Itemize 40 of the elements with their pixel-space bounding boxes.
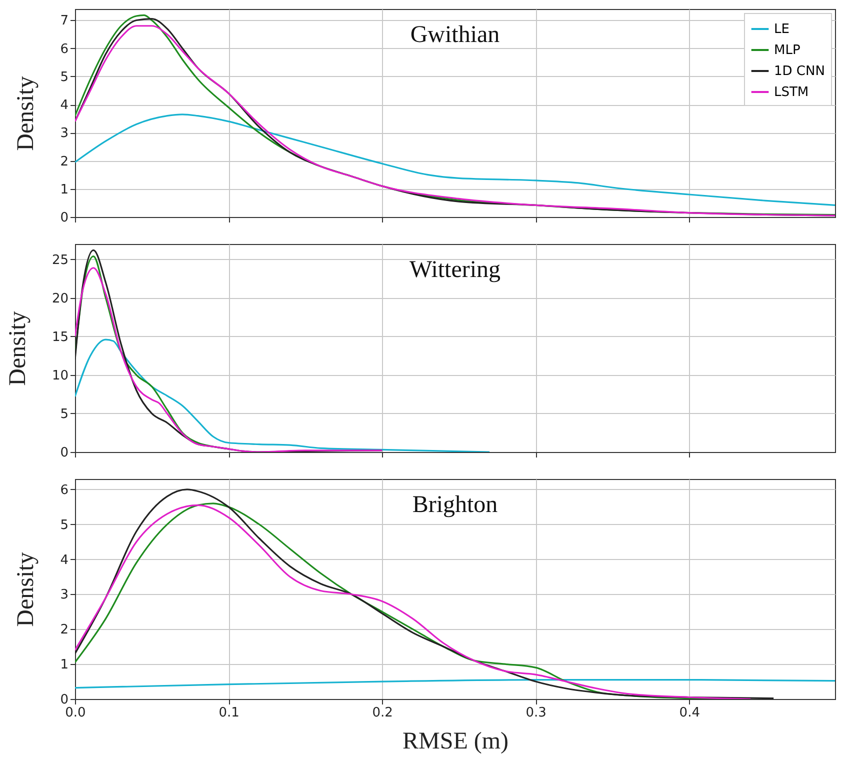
y-tick-label: 5: [60, 70, 68, 85]
y-tick-label: 5: [60, 518, 68, 533]
x-tick-label: 0.2: [372, 706, 393, 720]
y-axis-title: Density: [13, 552, 40, 627]
line-series: [75, 338, 490, 452]
x-axis-title: RMSE (m): [402, 728, 509, 754]
legend-label: LE: [774, 22, 790, 37]
y-tick-label: 4: [60, 552, 68, 568]
x-tick-label: 0.4: [679, 706, 700, 720]
y-tick-label: 5: [60, 406, 68, 422]
annotation: Wittering: [409, 257, 501, 283]
legend-label: MLP: [774, 43, 800, 58]
y-tick-label: 1: [60, 658, 68, 673]
y-tick-label: 2: [60, 154, 68, 170]
line-series: [75, 114, 835, 206]
line-series: [75, 678, 835, 689]
y-tick-label: 0: [60, 446, 68, 460]
y-tick-label: 20: [52, 291, 68, 306]
y-tick-label: 0: [60, 692, 68, 708]
y-tick-label: 7: [60, 14, 68, 29]
annotation: Gwithian: [410, 22, 500, 48]
y-tick-label: 6: [60, 42, 68, 57]
x-tick-label: 0.3: [526, 706, 546, 720]
y-tick-label: 25: [52, 252, 68, 268]
y-tick-label: 0: [60, 210, 68, 226]
y-tick-label: 2: [60, 622, 68, 638]
y-tick-label: 6: [60, 482, 68, 498]
y-tick-label: 3: [60, 126, 68, 142]
y-tick-label: 4: [60, 98, 68, 114]
y-axis-title: Density: [13, 76, 40, 151]
x-tick-label: 0.0: [65, 706, 86, 720]
legend-label: 1D CNN: [774, 64, 825, 79]
annotation: Brighton: [412, 492, 498, 518]
y-tick-label: 15: [52, 330, 68, 345]
legend-label: LSTM: [774, 85, 809, 100]
y-tick-label: 1: [60, 182, 68, 198]
y-tick-label: 3: [60, 588, 68, 603]
y-axis-title: Density: [4, 311, 31, 386]
y-tick-label: 10: [52, 368, 68, 384]
x-tick-label: 0.1: [218, 706, 240, 720]
